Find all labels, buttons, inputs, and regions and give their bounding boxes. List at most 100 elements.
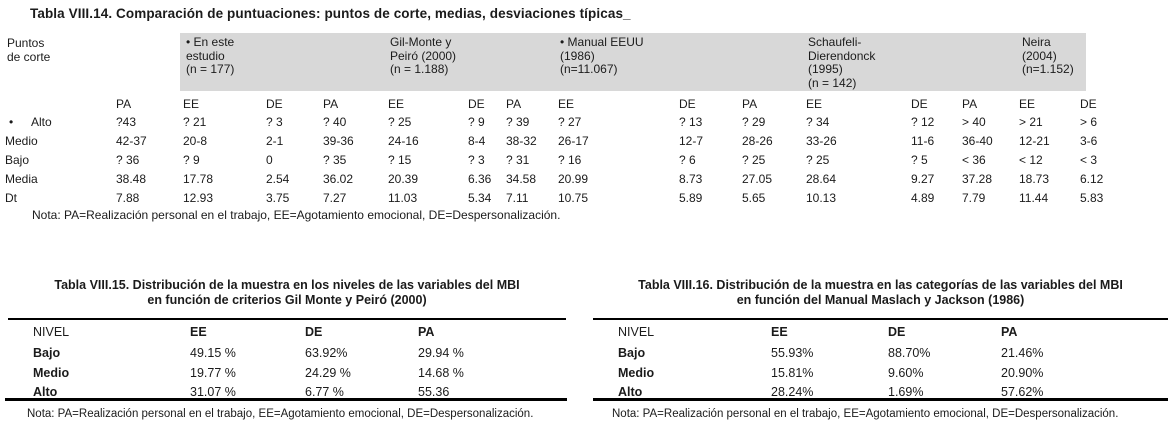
row-label: Dt <box>5 191 17 205</box>
table-cell: 39-36 <box>323 134 354 148</box>
table15-row-bajo: Bajo 49.15 % 63.92% 29.94 % <box>0 346 1171 364</box>
table15-row-medio: Medio 19.77 % 24.29 % 14.68 % <box>0 366 1171 384</box>
table15-title-line1: Tabla VIII.15. Distribución de la muestr… <box>54 278 520 292</box>
table-cell: ? 39 <box>506 115 530 129</box>
column-header: DE <box>911 97 928 111</box>
table14-study-neira: Neira (2004) (n=1.152) <box>1022 35 1074 76</box>
column-header: PA <box>1001 325 1018 339</box>
table-cell: 2.54 <box>266 172 290 186</box>
table-cell: 34.58 <box>506 172 537 186</box>
table14-row-medio: Medio 42-37 20-8 2-1 39-36 24-16 8-4 38-… <box>0 134 1171 150</box>
table-cell: 38.48 <box>116 172 147 186</box>
table15-title: Tabla VIII.15. Distribución de la muestr… <box>8 278 566 307</box>
column-header: PA <box>962 97 978 111</box>
table-cell: 3-6 <box>1080 134 1098 148</box>
table-cell: 17.78 <box>183 172 214 186</box>
column-header: DE <box>1080 97 1097 111</box>
table-cell: 11.44 <box>1019 191 1049 205</box>
row-label: Alto <box>33 385 58 399</box>
table-cell: 4.89 <box>911 191 935 205</box>
table15-header-row: NIVEL EE DE PA <box>0 325 1171 343</box>
table-cell: 18.73 <box>1019 172 1050 186</box>
table-cell: ? 13 <box>679 115 703 129</box>
table14-column-header-row: PA EE DE PA EE DE PA EE DE PA EE DE PA E… <box>0 97 1171 113</box>
table-cell: 5.89 <box>679 191 703 205</box>
table-cell: 14.68 % <box>418 366 464 380</box>
table-cell: ? 27 <box>558 115 582 129</box>
table-cell: 26-17 <box>558 134 589 148</box>
column-header: PA <box>323 97 339 111</box>
table-cell: 37.28 <box>962 172 993 186</box>
table-cell: 29.94 % <box>418 346 464 360</box>
column-header: EE <box>558 97 575 111</box>
column-header: EE <box>183 97 200 111</box>
table-cell: 28-26 <box>742 134 773 148</box>
table-cell: 57.62% <box>1001 385 1044 399</box>
table-cell: 8-4 <box>468 134 486 148</box>
table15-bottom-rule <box>5 398 567 401</box>
table-cell: 20.90% <box>1001 366 1044 380</box>
row-label: Medio <box>33 366 70 380</box>
table14-study-this-study: • En este estudio (n = 177) <box>186 35 235 76</box>
table14-row-media: Media 38.48 17.78 2.54 36.02 20.39 6.36 … <box>0 172 1171 188</box>
table-cell: ? 21 <box>183 115 207 129</box>
table-cell: 31.07 % <box>190 385 236 399</box>
table-cell: ? 16 <box>558 153 582 167</box>
table-cell: > 6 <box>1080 115 1098 129</box>
bullet-icon: • <box>9 115 14 129</box>
table15-row-alto: Alto 31.07 % 6.77 % 55.36 <box>0 385 1171 403</box>
table-cell: 38-32 <box>506 134 537 148</box>
table-cell: ? 6 <box>679 153 696 167</box>
table-cell: 11-6 <box>911 134 935 148</box>
table16-row-medio: Medio 15.81% 9.60% 20.90% <box>0 366 1171 384</box>
table-cell: 21.46% <box>1001 346 1044 360</box>
table-cell: 15.81% <box>771 366 814 380</box>
table15-note: Nota: PA=Realización personal en el trab… <box>27 408 534 420</box>
table-cell: ? 40 <box>323 115 347 129</box>
column-header: DE <box>468 97 485 111</box>
table14-study-schaufeli: Schaufeli- Dierendonck (1995) (n = 142) <box>808 35 876 90</box>
row-label: Bajo <box>618 346 646 360</box>
table-cell: 0 <box>266 153 273 167</box>
table-cell: 3.75 <box>266 191 290 205</box>
table-cell: 11.03 <box>388 191 418 205</box>
table14-title: Tabla VIII.14. Comparación de puntuacion… <box>30 6 631 21</box>
table14-row-header: Puntos de corte <box>7 36 51 64</box>
table14-note: Nota: PA=Realización personal en el trab… <box>32 208 561 222</box>
table-cell: 19.77 % <box>190 366 236 380</box>
table-cell: ? 5 <box>911 153 928 167</box>
column-header: NIVEL <box>618 325 655 339</box>
table-cell: 10.13 <box>806 191 837 205</box>
table-cell: 28.24% <box>771 385 814 399</box>
table16-note: Nota: PA=Realización personal en el trab… <box>612 408 1119 420</box>
column-header: EE <box>1019 97 1036 111</box>
table14-row-dt: Dt 7.88 12.93 3.75 7.27 11.03 5.34 7.11 … <box>0 191 1171 207</box>
column-header: DE <box>305 325 323 339</box>
table14-header-band <box>180 33 1086 91</box>
table-cell: 20.99 <box>558 172 589 186</box>
table-cell: 9.27 <box>911 172 935 186</box>
table-cell: ? 15 <box>388 153 412 167</box>
table15-title-line2: en función de criterios Gil Monte y Peir… <box>147 292 427 307</box>
table-cell: 20-8 <box>183 134 208 148</box>
table-cell: 33-26 <box>806 134 837 148</box>
table16-title-line2: en función del Manual Maslach y Jackson … <box>736 292 1025 307</box>
table14-study-gil-monte: Gil-Monte y Peiró (2000) (n = 1.188) <box>390 35 457 76</box>
table-cell: 20.39 <box>388 172 419 186</box>
table-cell: 28.64 <box>806 172 837 186</box>
table16-title-line1: Tabla VIII.16. Distribución de la muestr… <box>638 278 1123 292</box>
table-cell: 5.34 <box>468 191 492 205</box>
column-header: PA <box>116 97 132 111</box>
table-cell: 5.83 <box>1080 191 1104 205</box>
table15-top-rule <box>8 318 566 320</box>
column-header: EE <box>806 97 823 111</box>
table-cell: 7.88 <box>116 191 140 205</box>
row-label: Alto <box>618 385 643 399</box>
table-cell: 10.75 <box>558 191 589 205</box>
table-cell: ? 35 <box>323 153 347 167</box>
table-cell: 12-7 <box>679 134 704 148</box>
column-header: PA <box>506 97 522 111</box>
table-cell: 24-16 <box>388 134 419 148</box>
table-cell: > 40 <box>962 115 986 129</box>
table-cell: 2-1 <box>266 134 284 148</box>
